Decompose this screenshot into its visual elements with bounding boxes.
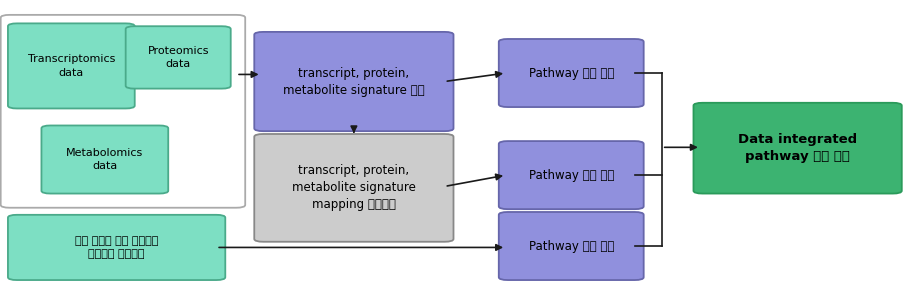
- Text: Data integrated
pathway 경로 발굴: Data integrated pathway 경로 발굴: [738, 133, 857, 163]
- Text: transcript, protein,
metabolite signature 선별: transcript, protein, metabolite signatur…: [283, 66, 424, 97]
- FancyBboxPatch shape: [254, 32, 454, 131]
- Text: Metabolomics
data: Metabolomics data: [66, 148, 143, 171]
- FancyBboxPatch shape: [499, 141, 644, 209]
- Text: Transcriptomics
data: Transcriptomics data: [27, 54, 115, 78]
- FancyBboxPatch shape: [694, 103, 902, 194]
- Text: 약물 투여에 따라 조직에서
나타나는 병리현상: 약물 투여에 따라 조직에서 나타나는 병리현상: [75, 236, 159, 259]
- Text: Proteomics
data: Proteomics data: [148, 46, 209, 69]
- FancyBboxPatch shape: [499, 39, 644, 107]
- FancyBboxPatch shape: [42, 125, 168, 194]
- Text: transcript, protein,
metabolite signature
mapping 알고리즘: transcript, protein, metabolite signatur…: [292, 164, 415, 211]
- FancyBboxPatch shape: [8, 215, 225, 280]
- FancyBboxPatch shape: [499, 212, 644, 280]
- Text: Pathway 정보 추출: Pathway 정보 추출: [529, 239, 614, 253]
- FancyBboxPatch shape: [126, 26, 230, 89]
- Text: Pathway 정보 추출: Pathway 정보 추출: [529, 169, 614, 182]
- FancyBboxPatch shape: [1, 15, 245, 208]
- Text: Pathway 정보 추출: Pathway 정보 추출: [529, 66, 614, 80]
- FancyBboxPatch shape: [254, 134, 454, 242]
- FancyBboxPatch shape: [8, 23, 135, 109]
